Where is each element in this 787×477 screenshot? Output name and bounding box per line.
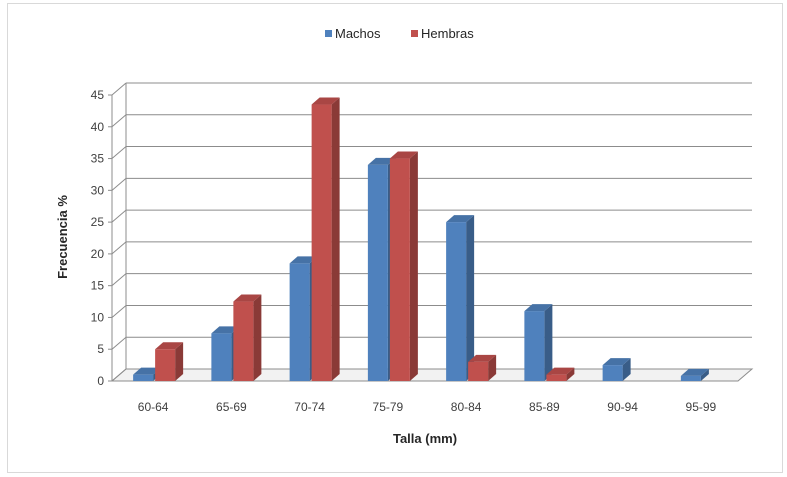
bar-front: [389, 158, 410, 381]
bar-side: [544, 304, 553, 381]
x-tick-label: 80-84: [451, 400, 482, 414]
bar-top: [524, 304, 553, 312]
floor: [110, 368, 754, 382]
bar-top: [311, 97, 340, 105]
y-tick-label: 45: [91, 88, 105, 102]
y-tick-label: 30: [91, 183, 105, 197]
bar-top: [446, 215, 475, 223]
bar-top: [367, 157, 396, 165]
bar-machos-80-84: [446, 215, 475, 381]
bar-top: [155, 342, 184, 350]
bar-side: [622, 358, 631, 381]
legend-swatch-machos: [325, 30, 332, 37]
bar-top: [468, 354, 497, 362]
bar-machos-85-89: [524, 304, 553, 381]
bar-side: [253, 294, 262, 381]
bar-side: [331, 97, 340, 382]
y-tick-label: 20: [91, 247, 105, 261]
x-tick-label: 95-99: [686, 400, 717, 414]
bar-front: [468, 361, 489, 381]
gridline-diagonal: [111, 82, 127, 96]
gridline-diagonal: [111, 177, 127, 191]
bar-front: [133, 374, 154, 381]
bars: [133, 97, 709, 382]
x-tick-label: 75-79: [373, 400, 404, 414]
y-axis-ticks: 0 5 10 15 20 25 30 35 40 45: [91, 88, 105, 388]
x-tick-label: 65-69: [216, 400, 247, 414]
bar-front: [680, 375, 701, 381]
bar-side: [409, 151, 418, 381]
gridline-diagonal: [111, 368, 127, 382]
gridlines: [108, 82, 752, 382]
back-wall: [126, 83, 752, 369]
legend-label-hembras: Hembras: [421, 26, 474, 41]
bar-top: [289, 256, 318, 264]
bar-front: [367, 164, 388, 381]
gridline-diagonal: [111, 146, 127, 159]
gridline-diagonal: [111, 114, 127, 128]
bar-machos-90-94: [602, 358, 631, 381]
bar-front: [289, 263, 310, 381]
bar-side: [466, 215, 475, 381]
bar-front: [311, 104, 332, 382]
x-axis-title: Talla (mm): [393, 431, 457, 446]
bar-top: [680, 368, 709, 376]
x-axis-ticks: 60-64 65-69 70-74 75-79 80-84 85-89 90-94 95-99: [138, 400, 717, 414]
gridline-diagonal: [111, 336, 127, 350]
y-tick-label: 25: [91, 215, 105, 229]
x-tick-label: 85-89: [529, 400, 560, 414]
bar-side: [566, 367, 575, 381]
bar-front: [233, 301, 254, 381]
chart-area: Machos Hembras 0 5 10 15 20 25 30 35 40 45 60-64 6…: [7, 3, 783, 473]
bar-hembras-80-84: [468, 354, 497, 381]
x-tick-label: 60-64: [138, 400, 169, 414]
y-tick-label: 15: [91, 279, 105, 293]
bar-front: [546, 374, 567, 381]
bar-hembras-70-74: [311, 97, 340, 382]
y-tick-label: 40: [91, 120, 105, 134]
bar-front: [155, 349, 176, 381]
legend: Machos Hembras: [325, 26, 474, 41]
bar-side: [488, 354, 497, 381]
bar-hembras-65-69: [233, 294, 262, 381]
bar-hembras-60-64: [155, 342, 184, 381]
gridline-diagonal: [111, 209, 127, 223]
y-tick-label: 35: [91, 152, 105, 166]
bar-top: [233, 294, 262, 302]
bar-front: [524, 311, 545, 381]
bar-front: [211, 333, 232, 381]
legend-swatch-hembras: [411, 30, 418, 37]
x-tick-label: 70-74: [294, 400, 325, 414]
x-tick-label: 90-94: [607, 400, 638, 414]
bar-top: [133, 367, 162, 375]
y-tick-label: 5: [97, 342, 104, 356]
bar-hembras-75-79: [389, 151, 418, 381]
bar-front: [446, 222, 467, 381]
bar-top: [546, 367, 575, 375]
bar-top: [602, 358, 631, 366]
legend-label-machos: Machos: [335, 26, 381, 41]
bar-side: [700, 368, 709, 381]
y-tick-label: 0: [97, 374, 104, 388]
bar-top: [389, 151, 418, 159]
y-tick-label: 10: [91, 310, 105, 324]
bar-side: [175, 342, 184, 381]
gridline-diagonal: [111, 273, 127, 287]
bar-front: [602, 365, 623, 381]
y-axis-title: Frecuencia %: [55, 195, 70, 279]
bar-machos-95-99: [680, 368, 709, 381]
bar-top: [211, 326, 240, 334]
bar-hembras-85-89: [546, 367, 575, 381]
gridline-diagonal: [111, 241, 127, 255]
gridline-diagonal: [111, 305, 127, 318]
chart-walls: [110, 83, 754, 382]
